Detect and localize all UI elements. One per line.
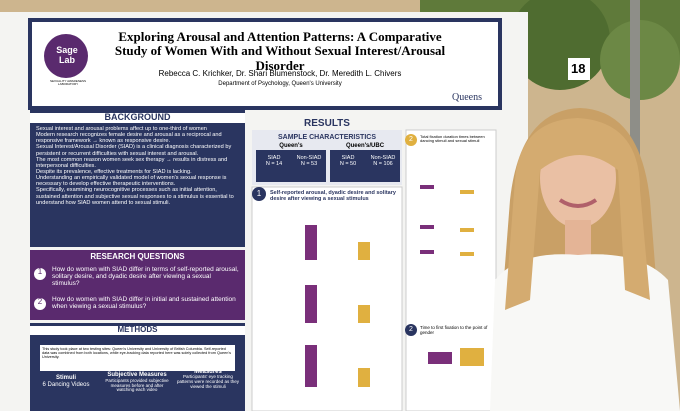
col-label: SIAD — [267, 155, 281, 161]
bullet: Despite its prevalence, effective treatm… — [36, 168, 192, 175]
bullet-list: Sexual interest and arousal problems aff… — [36, 126, 241, 206]
method-box: Stimuli 6 Dancing Videos — [36, 375, 96, 388]
sample-size: N = 53 — [300, 161, 318, 168]
panel — [405, 129, 497, 411]
question-number: 2 — [34, 297, 46, 310]
panel-number: 2 — [405, 134, 417, 146]
university: Queens — [452, 92, 482, 103]
questions-box — [30, 250, 245, 320]
panel-title: Self-reported arousal, dyadic desire and… — [270, 190, 396, 203]
affiliation: Department of Psychology, Queen's Univer… — [218, 81, 342, 87]
sample-group — [330, 150, 400, 182]
sample-cell: Non-SIAD N = 53 — [292, 155, 326, 167]
sample-size: N = 14 — [265, 161, 283, 168]
group-name: Queen's — [279, 143, 303, 149]
method-title: Stimuli — [55, 375, 76, 381]
question: How do women with SIAD differ in terms o… — [52, 266, 239, 288]
logo-subtitle: SEXUALITY AWARENESS LABORATORY — [49, 79, 87, 87]
group-name: Queen's/UBC — [345, 143, 385, 149]
subheading: Data Collection Location — [102, 338, 173, 344]
authors: Rebecca C. Krichker, Dr. Shari Blumensto… — [158, 69, 402, 78]
panel-title: Time to first fixation to the point of g… — [420, 325, 488, 335]
panel-number: 2 — [405, 324, 417, 336]
section-heading: RESEARCH QUESTIONS — [90, 252, 185, 261]
method-box: Subjective Measures Participants provided… — [104, 372, 170, 393]
poster-title: Exploring Arousal and Attention Patterns… — [114, 29, 446, 73]
method-title: Subjective Measures — [107, 372, 167, 378]
person — [490, 108, 680, 411]
col-label: Non-SIAD — [296, 155, 322, 161]
question-number: 1 — [34, 267, 46, 280]
location-box — [40, 345, 235, 371]
board-number-card — [568, 58, 590, 80]
location-text: This study took place at two testing sit… — [42, 347, 231, 360]
bullet: Specifically, examining neurocognitive p… — [36, 187, 234, 206]
bullet: Understanding an empirically validated m… — [36, 175, 227, 188]
section-heading: BACKGROUND — [30, 112, 245, 123]
method-text: Participants' eye tracking patterns were… — [176, 374, 240, 390]
bullet: Sexual Interest/Arousal Disorder (SIAD) … — [36, 144, 232, 157]
sample-cell: SIAD N = 14 — [258, 155, 290, 167]
col-label: SIAD — [341, 155, 355, 161]
background-box — [30, 110, 245, 247]
chart-thumbnails — [305, 185, 484, 387]
panel-number: 1 — [252, 187, 266, 201]
section-heading: RESULTS — [304, 118, 350, 129]
section-heading: METHODS — [30, 325, 245, 335]
method-text: 6 Dancing Videos — [42, 381, 90, 388]
sample-group — [256, 150, 326, 182]
method-title: Eye-Tracking Measures — [189, 362, 227, 375]
bullet: Modern research recognizes female desire… — [36, 132, 222, 145]
panel — [251, 186, 403, 411]
logo-text: Sage Lab — [56, 45, 78, 65]
method-text: Participants provided subjective measure… — [105, 377, 169, 393]
sample-cell: Non-SIAD N = 106 — [366, 155, 400, 167]
sample-cell: SIAD N = 50 — [332, 155, 364, 167]
logo — [44, 34, 88, 78]
sample-size: N = 50 — [339, 161, 357, 168]
bullet: The most common reason women seek sex th… — [36, 156, 228, 169]
sample-size: N = 106 — [373, 161, 393, 168]
header-box — [28, 18, 502, 110]
board-number: 18 — [571, 61, 586, 76]
question: How do women with SIAD differ in initial… — [52, 296, 236, 311]
method-box: Eye-Tracking Measures Participants' eye t… — [176, 362, 240, 390]
col-label: Non-SIAD — [370, 155, 396, 161]
bullet: Sexual interest and arousal problems aff… — [36, 126, 207, 132]
panel-title: Total fixation duration times between da… — [420, 134, 485, 144]
subheading: SAMPLE CHARACTERISTICS — [277, 134, 376, 141]
